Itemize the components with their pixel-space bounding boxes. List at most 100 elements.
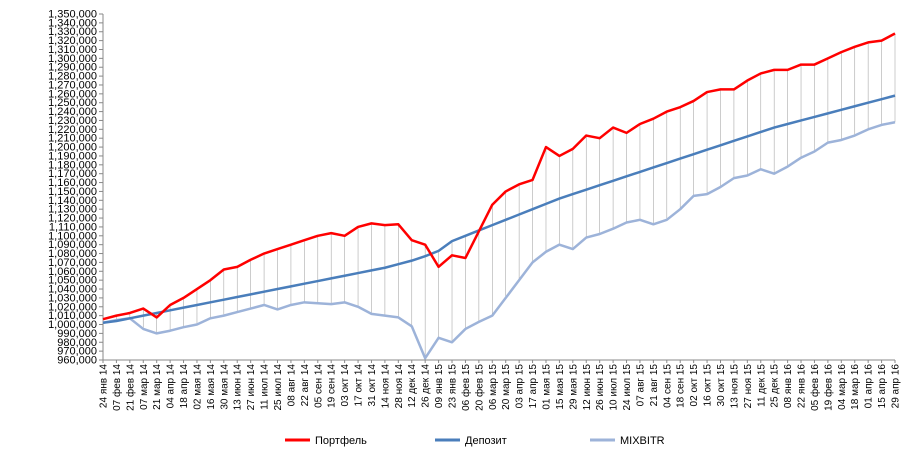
x-tick-label: 04 мар 16	[837, 364, 848, 410]
x-tick-label: 01 мая 15	[541, 364, 552, 410]
x-tick-label: 22 янв 16	[797, 364, 808, 408]
y-tick-label: 1,060,000	[48, 266, 97, 278]
x-tick-label: 05 фев 16	[809, 364, 821, 411]
x-tick-label: 09 янв 15	[434, 364, 445, 408]
x-tick-label: 12 дек 14	[407, 364, 418, 408]
y-tick-label: 1,100,000	[48, 230, 97, 242]
x-tick-label: 20 фев 15	[473, 364, 485, 411]
x-tick-label: 02 мая 14	[192, 364, 203, 410]
y-tick-label: 990,000	[57, 328, 97, 340]
legend-label: Портфель	[315, 435, 367, 447]
x-tick-label: 15 апр 16	[877, 364, 888, 409]
x-tick-label: 10 июл 15	[609, 364, 620, 411]
y-tick-label: 1,270,000	[48, 79, 97, 91]
x-tick-label: 27 ноя 15	[743, 364, 754, 409]
y-tick-label: 1,220,000	[48, 124, 97, 136]
x-tick-label: 29 апр 16	[891, 364, 902, 409]
y-tick-label: 1,110,000	[49, 221, 97, 233]
x-tick-label: 27 июн 14	[246, 364, 257, 411]
x-tick-label: 30 мая 14	[219, 364, 230, 410]
x-tick-label: 08 авг 14	[286, 364, 297, 407]
x-tick-label: 06 фев 15	[460, 364, 472, 411]
x-tick-label: 28 ноя 14	[394, 364, 405, 409]
x-tick-label: 25 дек 15	[770, 364, 781, 408]
x-tick-label: 12 июн 15	[582, 364, 593, 411]
y-tick-label: 1,160,000	[48, 177, 97, 189]
x-tick-label: 16 окт 15	[703, 364, 714, 407]
x-tick-label: 16 мая 14	[206, 364, 217, 410]
y-tick-label: 1,230,000	[48, 115, 97, 127]
x-tick-label: 02 окт 15	[689, 364, 700, 407]
x-tick-label: 21 фев 14	[124, 364, 136, 411]
y-tick-label: 1,320,000	[48, 35, 97, 47]
y-tick-label: 1,310,000	[48, 44, 97, 56]
x-tick-label: 01 апр 16	[864, 364, 875, 409]
y-tick-label: 1,090,000	[48, 239, 97, 251]
y-tick-label: 1,180,000	[48, 159, 97, 171]
x-tick-label: 20 мар 15	[501, 364, 512, 410]
y-tick-label: 1,170,000	[48, 168, 97, 180]
y-tick-label: 1,080,000	[48, 248, 97, 260]
legend-label: MIXBITR	[620, 435, 665, 447]
x-tick-label: 24 июл 15	[622, 364, 633, 411]
x-tick-label: 06 мар 15	[488, 364, 499, 410]
x-tick-label: 17 окт 14	[354, 364, 365, 407]
series-line	[102, 32, 896, 321]
x-tick-label: 29 мая 15	[568, 364, 579, 410]
x-tick-label: 13 ноя 15	[729, 364, 740, 409]
x-tick-label: 04 сен 15	[662, 364, 673, 408]
y-tick-label: 1,130,000	[48, 204, 97, 216]
y-tick-label: 1,300,000	[48, 53, 97, 65]
y-tick-label: 1,050,000	[48, 275, 97, 287]
x-tick-label: 14 ноя 14	[380, 364, 391, 409]
x-tick-label: 18 мар 16	[850, 364, 861, 410]
y-tick-label: 1,120,000	[48, 213, 97, 225]
y-tick-label: 960,000	[57, 355, 97, 367]
x-tick-label: 07 авг 15	[635, 364, 646, 407]
y-tick-label: 1,340,000	[48, 17, 97, 29]
y-tick-label: 970,000	[57, 346, 97, 358]
x-tick-label: 07 фев 14	[111, 364, 123, 411]
legend-label: Депозит	[465, 435, 507, 447]
x-tick-label: 03 апр 15	[515, 364, 526, 409]
y-tick-label: 1,330,000	[48, 26, 97, 38]
x-tick-label: 21 авг 15	[649, 364, 660, 407]
y-tick-label: 1,020,000	[48, 301, 97, 313]
x-tick-label: 30 окт 15	[716, 364, 727, 407]
x-tick-label: 19 сен 14	[327, 364, 338, 408]
y-tick-label: 1,140,000	[48, 195, 97, 207]
y-tick-label: 1,240,000	[48, 106, 97, 118]
x-tick-label: 11 дек 15	[756, 364, 767, 407]
x-tick-label: 08 янв 16	[783, 364, 794, 408]
x-tick-label: 18 сен 15	[676, 364, 687, 408]
y-tick-label: 1,260,000	[48, 88, 97, 100]
y-tick-label: 1,250,000	[48, 97, 97, 109]
series-line	[102, 94, 896, 324]
x-tick-label: 15 мая 15	[555, 364, 566, 410]
y-tick-label: 1,350,000	[48, 9, 97, 21]
x-tick-label: 24 янв 14	[99, 364, 110, 408]
y-tick-label: 1,210,000	[48, 133, 97, 145]
y-tick-label: 1,030,000	[48, 292, 97, 304]
x-tick-label: 17 апр 15	[528, 364, 539, 409]
y-tick-label: 1,190,000	[48, 150, 97, 162]
x-tick-label: 26 дек 14	[421, 364, 432, 408]
x-tick-label: 22 авг 14	[300, 364, 311, 407]
series-line	[102, 121, 896, 360]
x-tick-label: 31 окт 14	[367, 364, 378, 407]
x-tick-label: 11 июл 14	[260, 364, 271, 410]
x-tick-label: 04 апр 14	[166, 364, 177, 409]
x-tick-label: 03 окт 14	[340, 364, 351, 407]
x-tick-label: 21 мар 14	[152, 364, 163, 410]
x-tick-label: 18 апр 14	[179, 364, 190, 409]
x-tick-label: 26 июн 15	[595, 364, 606, 411]
y-tick-label: 1,070,000	[48, 257, 97, 269]
y-tick-label: 1,280,000	[48, 71, 97, 83]
y-tick-label: 1,040,000	[48, 284, 97, 296]
x-tick-label: 23 янв 15	[448, 364, 459, 408]
y-tick-label: 980,000	[57, 337, 97, 349]
y-tick-label: 1,290,000	[48, 62, 97, 74]
y-tick-label: 1,010,000	[48, 310, 97, 322]
x-tick-label: 19 фев 16	[822, 364, 834, 411]
